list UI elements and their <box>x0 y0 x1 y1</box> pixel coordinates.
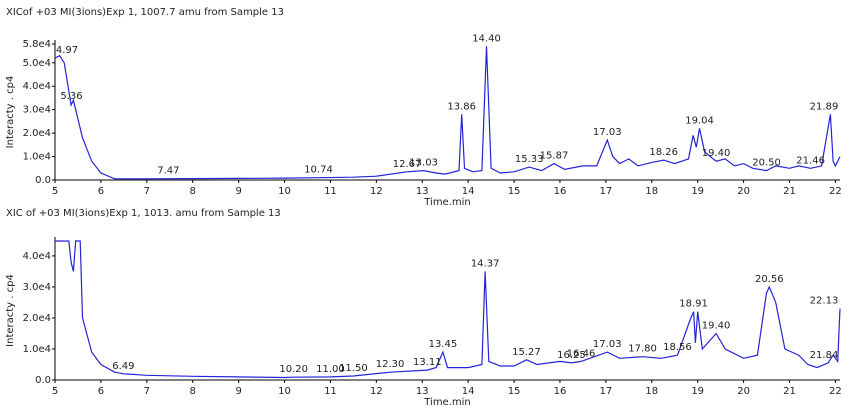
peak-label: 16.46 <box>567 348 596 359</box>
x-tick-label: 8 <box>190 186 196 197</box>
peak-label: 13.45 <box>429 339 458 350</box>
y-axis-title: Interacty . cp4 <box>5 274 16 347</box>
y-tick-label: 4.0e4 <box>23 251 51 262</box>
x-tick-label: 10 <box>278 186 291 197</box>
x-tick-label: 14 <box>462 386 475 397</box>
peak-label: 7.47 <box>157 166 179 177</box>
y-tick-label: 1.0e4 <box>23 152 51 163</box>
peak-label: 6.49 <box>112 361 134 372</box>
x-axis-title: Time.min <box>423 397 471 408</box>
x-tick-label: 5 <box>52 186 58 197</box>
peak-label: 14.37 <box>471 258 500 269</box>
x-tick-label: 16 <box>554 186 567 197</box>
x-tick-label: 12 <box>370 386 383 397</box>
peak-label: 11.00 <box>316 364 345 375</box>
x-tick-label: 10 <box>278 386 291 397</box>
peak-label: 18.26 <box>649 147 678 158</box>
peak-label: 19.40 <box>702 148 731 159</box>
x-tick-label: 9 <box>235 186 241 197</box>
x-tick-label: 20 <box>737 186 750 197</box>
peak-label: 20.50 <box>752 158 781 169</box>
y-tick-label: 3.0e4 <box>23 105 51 116</box>
peak-label: 5.36 <box>60 91 82 102</box>
peak-label: 10.74 <box>304 165 333 176</box>
peak-label: 12.67 <box>393 159 422 170</box>
peak-label: 14.40 <box>472 33 501 44</box>
peak-label: 16.25 <box>557 350 586 361</box>
x-tick-label: 21 <box>783 186 796 197</box>
x-tick-label: 16 <box>554 386 567 397</box>
x-tick-label: 22 <box>829 386 842 397</box>
peak-label: 19.04 <box>685 115 714 126</box>
peak-label: 15.87 <box>540 151 569 162</box>
x-tick-label: 12 <box>370 186 383 197</box>
peak-label: 20.56 <box>755 274 784 285</box>
x-tick-label: 6 <box>98 186 104 197</box>
y-tick-label: 4.0e4 <box>23 81 51 92</box>
chart-title: XICof +03 MI(3ions)Exp 1, 1007.7 amu fro… <box>6 7 284 18</box>
x-tick-label: 19 <box>691 186 704 197</box>
x-tick-label: 13 <box>416 186 429 197</box>
trace-line <box>54 46 841 180</box>
y-axis-title: Interacty . cp4 <box>5 76 16 149</box>
peak-label: 4.97 <box>56 45 78 56</box>
y-tick-label: 3.0e4 <box>23 282 51 293</box>
y-tick-label: 5.0e4 <box>23 58 51 69</box>
peak-label: 21.46 <box>796 155 825 166</box>
peak-label: 17.03 <box>593 339 622 350</box>
y-tick-label: 0.0 <box>35 175 51 186</box>
peak-label: 10.20 <box>279 364 308 375</box>
x-tick-label: 17 <box>600 186 613 197</box>
x-tick-label: 17 <box>600 386 613 397</box>
peak-label: 15.33 <box>515 154 544 165</box>
x-tick-label: 18 <box>645 186 658 197</box>
peak-label: 17.80 <box>628 344 657 355</box>
peak-label: 21.89 <box>810 101 839 112</box>
trace-line <box>55 240 841 379</box>
chart-title: XIC of +03 MI(3ions)Exp 1, 1013. amu fro… <box>6 208 281 219</box>
x-tick-label: 21 <box>783 386 796 397</box>
x-tick-label: 6 <box>98 386 104 397</box>
peak-label: 12.30 <box>376 359 405 370</box>
y-tick-label: 1.0e4 <box>23 344 51 355</box>
x-tick-label: 15 <box>508 186 521 197</box>
peak-label: 17.03 <box>593 127 622 138</box>
x-axis-title: Time.min <box>423 197 471 208</box>
peak-label: 11.50 <box>339 363 368 374</box>
x-tick-label: 11 <box>324 386 337 397</box>
peak-label: 13.11 <box>413 357 442 368</box>
x-tick-label: 5 <box>52 386 58 397</box>
peak-label: 21.84 <box>810 350 839 361</box>
x-tick-label: 9 <box>235 386 241 397</box>
peak-label: 18.91 <box>679 299 708 310</box>
x-tick-label: 8 <box>190 386 196 397</box>
peak-label: 18.56 <box>663 342 692 353</box>
x-tick-label: 15 <box>508 386 521 397</box>
y-tick-label: 0.0 <box>35 375 51 386</box>
x-tick-label: 7 <box>144 186 150 197</box>
x-tick-label: 22 <box>829 186 842 197</box>
peak-label: 13.03 <box>409 158 438 169</box>
x-tick-label: 11 <box>324 186 337 197</box>
y-tick-label: 2.0e4 <box>23 128 51 139</box>
x-tick-label: 20 <box>737 386 750 397</box>
x-tick-label: 18 <box>645 386 658 397</box>
y-tick-label: 2.0e4 <box>23 313 51 324</box>
x-tick-label: 7 <box>144 386 150 397</box>
peak-label: 22.13 <box>810 296 839 307</box>
peak-label: 19.40 <box>702 320 731 331</box>
peak-label: 13.86 <box>447 101 476 112</box>
peak-label: 15.27 <box>512 347 541 358</box>
x-tick-label: 13 <box>416 386 429 397</box>
y-tick-label: 5.8e4 <box>23 39 51 50</box>
x-tick-label: 14 <box>462 186 475 197</box>
x-tick-label: 19 <box>691 386 704 397</box>
